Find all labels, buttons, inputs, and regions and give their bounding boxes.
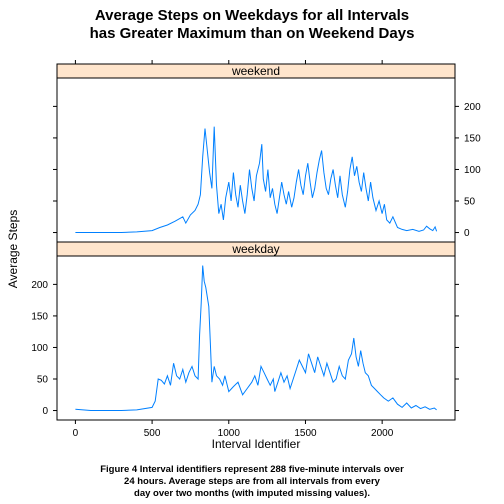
chart-title-line-2: has Greater Maximum than on Weekend Days [90,25,415,42]
y-tick-label-right: 0 [464,228,470,239]
strip-label-weekend: weekend [231,64,280,78]
series-line-weekend [75,126,438,233]
panel-weekend: weekend 0 50 100 150 200 [53,60,481,243]
weekday-right-ticks [455,283,459,412]
y-tick-label-right: 50 [464,197,476,208]
y-tick-label-right: 150 [464,133,481,144]
panel-frame-weekday [56,255,456,421]
strip-label-weekday: weekday [231,242,279,256]
caption-line-1: Figure 4 Interval identifiers represent … [100,464,404,475]
x-tick-label: 1500 [294,428,317,439]
chart-title-line-1: Average Steps on Weekdays for all Interv… [95,7,409,24]
weekend-y-axis-right: 0 50 100 150 200 [455,102,481,239]
y-tick-label-left: 0 [42,406,48,417]
panel-weekday: weekday 0 50 100 150 200 0 500 1000 1500 2000 [31,241,459,439]
y-tick-label-left: 50 [37,375,49,386]
x-tick-label: 1000 [218,428,241,439]
x-axis-label: Interval Identifier [212,437,301,451]
x-axis-bottom: 0 500 1000 1500 2000 [73,420,394,439]
caption-line-2: 24 hours. Average steps are from all int… [124,476,381,487]
x-tick-label: 0 [73,428,79,439]
y-axis-label: Average Steps [6,210,20,289]
series-line-weekday [75,265,437,411]
y-tick-label-left: 150 [31,311,48,322]
y-tick-label-left: 200 [31,280,48,291]
weekday-y-axis-left: 0 50 100 150 200 [31,280,57,417]
weekend-left-ticks [53,105,57,234]
y-tick-label-left: 100 [31,343,48,354]
x-tick-label: 2000 [371,428,394,439]
y-tick-label-right: 200 [464,102,481,113]
weekend-top-x-ticks [74,60,383,64]
panel-frame-weekend [56,77,456,243]
caption-line-3: day over two months (with imputed missin… [134,488,370,499]
x-tick-label: 500 [144,428,161,439]
y-tick-label-right: 100 [464,165,481,176]
